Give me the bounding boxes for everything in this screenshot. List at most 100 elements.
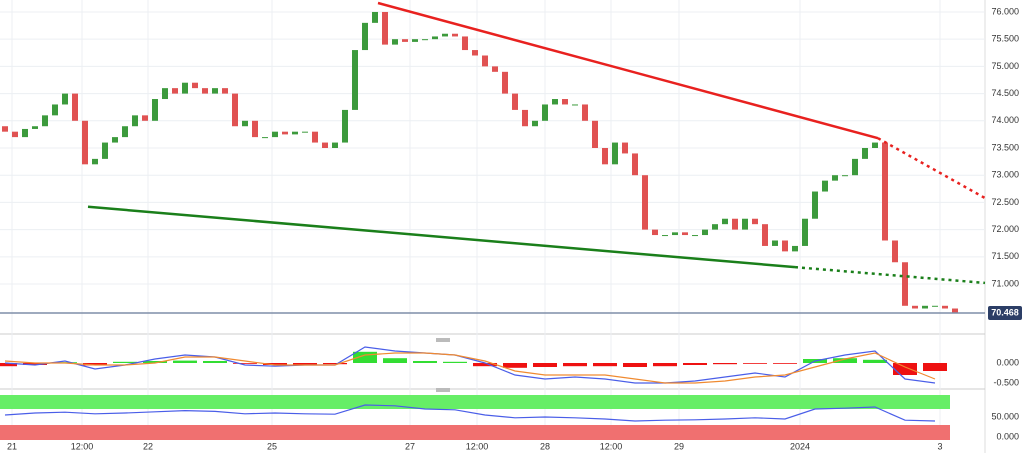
y-tick-label: 76.000: [991, 6, 1019, 16]
y-tick-label: 74.000: [991, 115, 1019, 125]
candle-body: [212, 88, 218, 94]
trend-line: [377, 1, 879, 140]
x-tick-label: 28: [540, 441, 550, 451]
candle-body: [662, 235, 668, 237]
macd-histogram-bar: [233, 363, 257, 364]
candle-body: [592, 120, 598, 148]
candle-body: [942, 305, 948, 309]
y-tick-label: 75.500: [991, 34, 1019, 44]
candle-body: [202, 88, 208, 94]
candle-body: [842, 175, 848, 177]
panel-grip: [436, 388, 450, 392]
candle-body: [222, 88, 228, 94]
indicator-line: [4, 404, 936, 422]
y-tick-label: 75.000: [991, 61, 1019, 71]
macd-histogram-bar: [383, 358, 407, 363]
candle-body: [732, 218, 738, 230]
zone-band: [0, 425, 950, 440]
candle-body: [832, 175, 838, 181]
candle-body: [892, 240, 898, 263]
macd-histogram-bar: [683, 363, 707, 365]
candle-body: [402, 39, 408, 42]
macd-histogram-bar: [833, 358, 857, 363]
macd-histogram-bar: [893, 363, 917, 375]
candle-body: [92, 158, 98, 165]
candle-body: [612, 142, 618, 165]
macd-histogram-bar: [323, 363, 347, 365]
candle-body: [362, 22, 368, 51]
candle-body: [392, 39, 398, 45]
macd-histogram-bar: [23, 363, 47, 365]
candle-body: [562, 99, 568, 105]
candle-body: [902, 262, 908, 306]
macd-histogram-bar: [203, 361, 227, 363]
candle-body: [482, 55, 488, 67]
candle-body: [142, 115, 148, 121]
candle-body: [332, 142, 338, 148]
candle-body: [632, 153, 638, 176]
candle-body: [242, 120, 248, 127]
candle-body: [822, 180, 828, 192]
candle-body: [112, 137, 118, 143]
candle-body: [82, 120, 88, 165]
macd-histogram-bar: [473, 363, 497, 367]
last-price-label: 70.468: [991, 307, 1019, 317]
y-tick-label: 74.500: [991, 88, 1019, 98]
x-tick-label: 3: [937, 441, 942, 451]
candle-body: [2, 126, 8, 132]
candle-body: [542, 104, 548, 121]
candle-body: [582, 104, 588, 121]
y-tick-label: -0.500: [993, 377, 1019, 387]
y-tick-label: 0.000: [996, 357, 1019, 367]
candle-body: [502, 71, 508, 94]
candle-body: [802, 218, 808, 246]
candle-body: [852, 158, 858, 176]
candle-body: [622, 142, 628, 154]
candle-body: [122, 126, 128, 138]
macd-histogram-bar: [113, 361, 137, 363]
candle-body: [232, 93, 238, 127]
y-tick-label: 73.000: [991, 170, 1019, 180]
candle-body: [722, 218, 728, 225]
indicator-line: [4, 352, 936, 384]
macd-histogram-bar: [593, 363, 617, 367]
macd-histogram-bar: [773, 363, 797, 364]
candle-body: [652, 229, 658, 236]
x-tick-label: 27: [405, 441, 415, 451]
candle-body: [292, 131, 298, 135]
y-tick-label: 50.000: [991, 411, 1019, 421]
candle-body: [162, 88, 168, 100]
candle-body: [702, 229, 708, 236]
candle-body: [782, 240, 788, 252]
candle-body: [32, 126, 38, 129]
candle-body: [322, 142, 328, 148]
y-tick-label: 72.000: [991, 224, 1019, 234]
macd-histogram-bar: [743, 363, 767, 364]
candle-body: [412, 39, 418, 42]
candle-body: [282, 131, 288, 135]
candle-body: [772, 240, 778, 246]
candle-body: [192, 82, 198, 89]
y-tick-label: 72.500: [991, 197, 1019, 207]
candle-body: [532, 120, 538, 127]
candle-body: [602, 147, 608, 165]
candle-body: [512, 93, 518, 110]
macd-histogram-bar: [143, 361, 167, 363]
candle-body: [52, 104, 58, 116]
candle-body: [102, 142, 108, 159]
candle-body: [812, 191, 818, 219]
candle-body: [422, 39, 428, 41]
x-tick-label: 2024: [790, 441, 810, 451]
macd-histogram-bar: [653, 363, 677, 367]
macd-histogram-bar: [413, 361, 437, 363]
macd-histogram-bar: [83, 363, 107, 366]
candle-body: [132, 115, 138, 127]
candle-body: [682, 232, 688, 236]
candle-body: [792, 245, 798, 252]
candle-body: [252, 120, 258, 138]
candle-body: [12, 131, 18, 138]
indicator-line: [4, 346, 936, 384]
y-tick-label: 71.500: [991, 251, 1019, 261]
